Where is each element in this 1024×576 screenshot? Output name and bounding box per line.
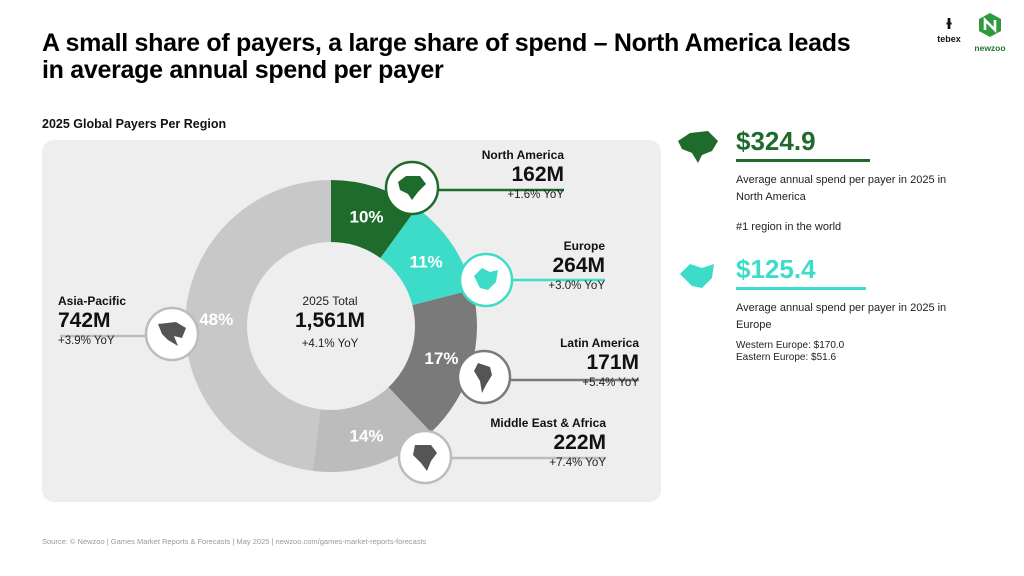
stat-value: $125.4 <box>736 254 816 284</box>
region-name: Middle East & Africa <box>490 416 606 430</box>
north-america-map-icon <box>384 160 440 216</box>
region-name: Europe <box>563 239 605 253</box>
region-yoy: +3.0% YoY <box>548 280 605 292</box>
slice-percent-label: 48% <box>199 310 233 329</box>
logos: ᵼ tebex newzoo <box>932 12 1012 53</box>
stat-detail: Eastern Europe: $51.6 <box>736 352 837 363</box>
stat-europe: $125.4 Average annual spend per payer in… <box>736 254 966 364</box>
tebex-logo-icon: ᵼ <box>946 12 952 34</box>
chart-title: 2025 Global Payers Per Region <box>42 117 227 131</box>
region-label-asia-pacific: Asia-Pacific 742M +3.9% YoY <box>58 294 126 347</box>
region-payers: 162M <box>511 163 564 186</box>
region-yoy: +7.4% YoY <box>549 457 606 469</box>
asia-pacific-map-icon <box>144 306 200 362</box>
stat-north-america: $324.9 Average annual spend per payer in… <box>736 126 966 236</box>
region-name: Latin America <box>560 336 639 350</box>
slice-percent-label: 10% <box>350 208 384 227</box>
newzoo-logo: newzoo <box>970 12 1010 53</box>
donut-slice-europe <box>380 207 473 306</box>
tebex-logo: ᵼ tebex <box>932 12 966 52</box>
region-payers: 264M <box>552 254 605 277</box>
europe-map-icon <box>680 264 714 288</box>
region-payers: 742M <box>58 309 111 332</box>
stat-desc: Average annual spend per payer in 2025 i… <box>736 174 947 203</box>
center-yoy: +4.1% YoY <box>301 338 359 350</box>
center-value: 1,561M <box>294 309 366 332</box>
donut-slice-latin-america <box>388 289 477 433</box>
region-label-europe: Europe 264M +3.0% YoY <box>548 239 605 292</box>
region-yoy: +5.4% YoY <box>582 377 639 389</box>
slice-percent-label: 17% <box>424 349 458 368</box>
donut-slice-asia-pacific <box>184 180 331 471</box>
region-yoy: +1.6% YoY <box>507 189 564 201</box>
source-note: Source: © Newzoo | Games Market Reports … <box>42 537 427 546</box>
region-label-middle-east-africa: Middle East & Africa 222M +7.4% YoY <box>490 416 606 469</box>
region-yoy: +3.9% YoY <box>58 335 115 347</box>
stat-underline <box>736 159 870 162</box>
europe-map-icon <box>458 252 514 308</box>
region-name: North America <box>481 148 564 162</box>
stat-value: $324.9 <box>736 126 816 156</box>
stat-desc: Average annual spend per payer in 2025 i… <box>736 302 947 331</box>
stat-underline <box>736 287 866 290</box>
latin-america-map-icon <box>456 349 512 405</box>
region-label-north-america: North America 162M +1.6% YoY <box>482 148 564 201</box>
region-label-latin-america: Latin America 171M +5.4% YoY <box>560 336 639 389</box>
north-america-map-icon <box>678 131 718 163</box>
stat-detail: Western Europe: $170.0 <box>736 340 845 351</box>
newzoo-logo-icon <box>979 13 1001 37</box>
page-title: A small share of payers, a large share o… <box>42 29 851 84</box>
center-label: 2025 Total <box>302 294 358 308</box>
region-payers: 222M <box>553 431 606 454</box>
region-payers: 171M <box>586 351 639 374</box>
donut-center: 2025 Total 1,561M +4.1% YoY <box>270 294 390 350</box>
slice-percent-label: 11% <box>410 252 443 271</box>
slice-percent-label: 14% <box>350 426 384 445</box>
africa-map-icon <box>397 429 453 485</box>
stat-note: #1 region in the world <box>736 221 842 233</box>
region-name: Asia-Pacific <box>58 294 127 308</box>
